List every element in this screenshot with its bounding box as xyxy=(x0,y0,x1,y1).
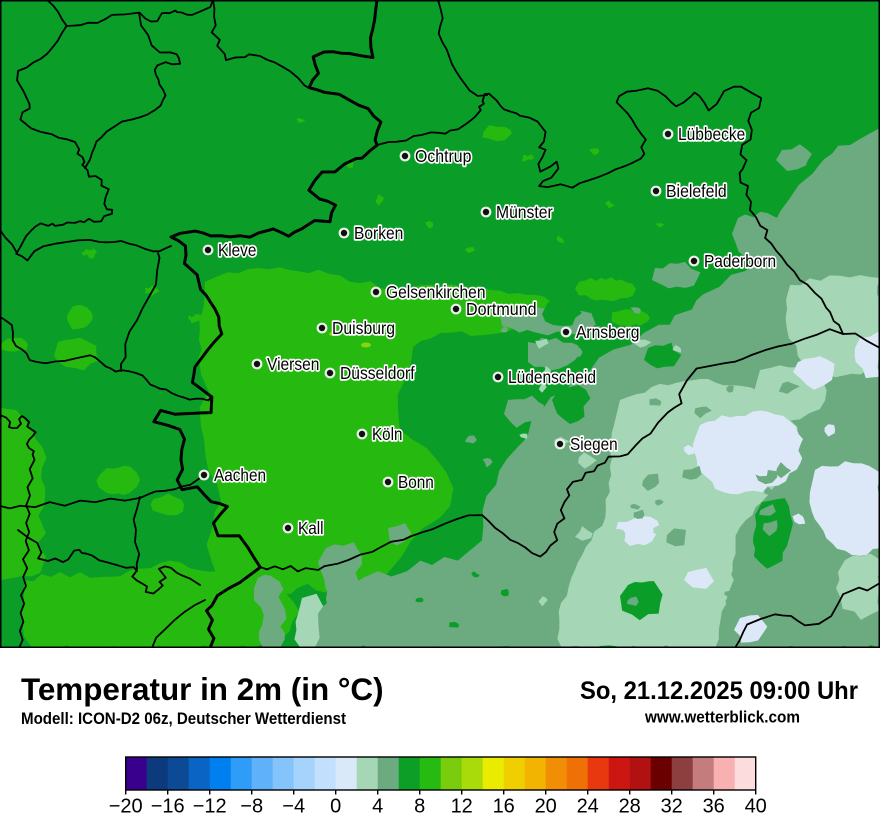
svg-text:8: 8 xyxy=(414,796,425,818)
svg-text:12: 12 xyxy=(451,796,473,818)
svg-text:Münster: Münster xyxy=(496,202,553,222)
svg-text:4: 4 xyxy=(372,796,383,818)
svg-text:www.wetterblick.com: www.wetterblick.com xyxy=(644,709,800,727)
svg-text:Borken: Borken xyxy=(354,223,403,243)
svg-text:Lüdenscheid: Lüdenscheid xyxy=(508,367,596,387)
svg-text:0: 0 xyxy=(330,796,341,818)
svg-text:Köln: Köln xyxy=(372,424,402,444)
svg-text:36: 36 xyxy=(703,796,725,818)
svg-text:−12: −12 xyxy=(193,796,227,818)
svg-text:Siegen: Siegen xyxy=(570,434,618,454)
svg-text:Arnsberg: Arnsberg xyxy=(576,322,639,342)
svg-text:Paderborn: Paderborn xyxy=(704,251,776,271)
svg-text:Gelsenkirchen: Gelsenkirchen xyxy=(386,282,486,302)
svg-text:−4: −4 xyxy=(282,796,305,818)
svg-text:Kleve: Kleve xyxy=(218,240,256,260)
svg-text:−8: −8 xyxy=(240,796,263,818)
svg-text:24: 24 xyxy=(577,796,599,818)
svg-text:Düsseldorf: Düsseldorf xyxy=(340,363,415,383)
svg-text:32: 32 xyxy=(661,796,683,818)
svg-text:Temperatur in 2m (in °C): Temperatur in 2m (in °C) xyxy=(21,672,384,707)
svg-text:Dortmund: Dortmund xyxy=(466,299,537,319)
svg-text:So, 21.12.2025 09:00 Uhr: So, 21.12.2025 09:00 Uhr xyxy=(580,677,858,705)
svg-text:20: 20 xyxy=(535,796,557,818)
svg-text:Duisburg: Duisburg xyxy=(332,318,395,338)
svg-text:Bonn: Bonn xyxy=(398,472,434,492)
svg-text:Lübbecke: Lübbecke xyxy=(678,124,745,144)
svg-text:Bielefeld: Bielefeld xyxy=(666,181,727,201)
svg-text:28: 28 xyxy=(619,796,641,818)
svg-text:Ochtrup: Ochtrup xyxy=(415,146,471,166)
svg-text:Kall: Kall xyxy=(298,518,324,538)
svg-text:−20: −20 xyxy=(109,796,143,818)
svg-text:16: 16 xyxy=(493,796,515,818)
svg-text:40: 40 xyxy=(745,796,767,818)
svg-text:Modell: ICON-D2 06z, Deutscher: Modell: ICON-D2 06z, Deutscher Wetterdie… xyxy=(21,709,346,728)
svg-text:−16: −16 xyxy=(151,796,185,818)
svg-text:Viersen: Viersen xyxy=(267,354,319,374)
svg-text:Aachen: Aachen xyxy=(214,465,266,485)
